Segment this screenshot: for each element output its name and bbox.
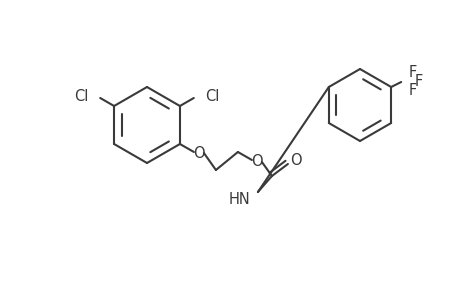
Text: HN: HN [228, 191, 249, 206]
Text: Cl: Cl [74, 88, 88, 104]
Text: F: F [407, 82, 415, 98]
Text: O: O [290, 152, 301, 167]
Text: O: O [251, 154, 262, 169]
Text: F: F [413, 74, 421, 88]
Text: F: F [407, 64, 415, 80]
Text: O: O [193, 146, 204, 160]
Text: Cl: Cl [204, 88, 218, 104]
